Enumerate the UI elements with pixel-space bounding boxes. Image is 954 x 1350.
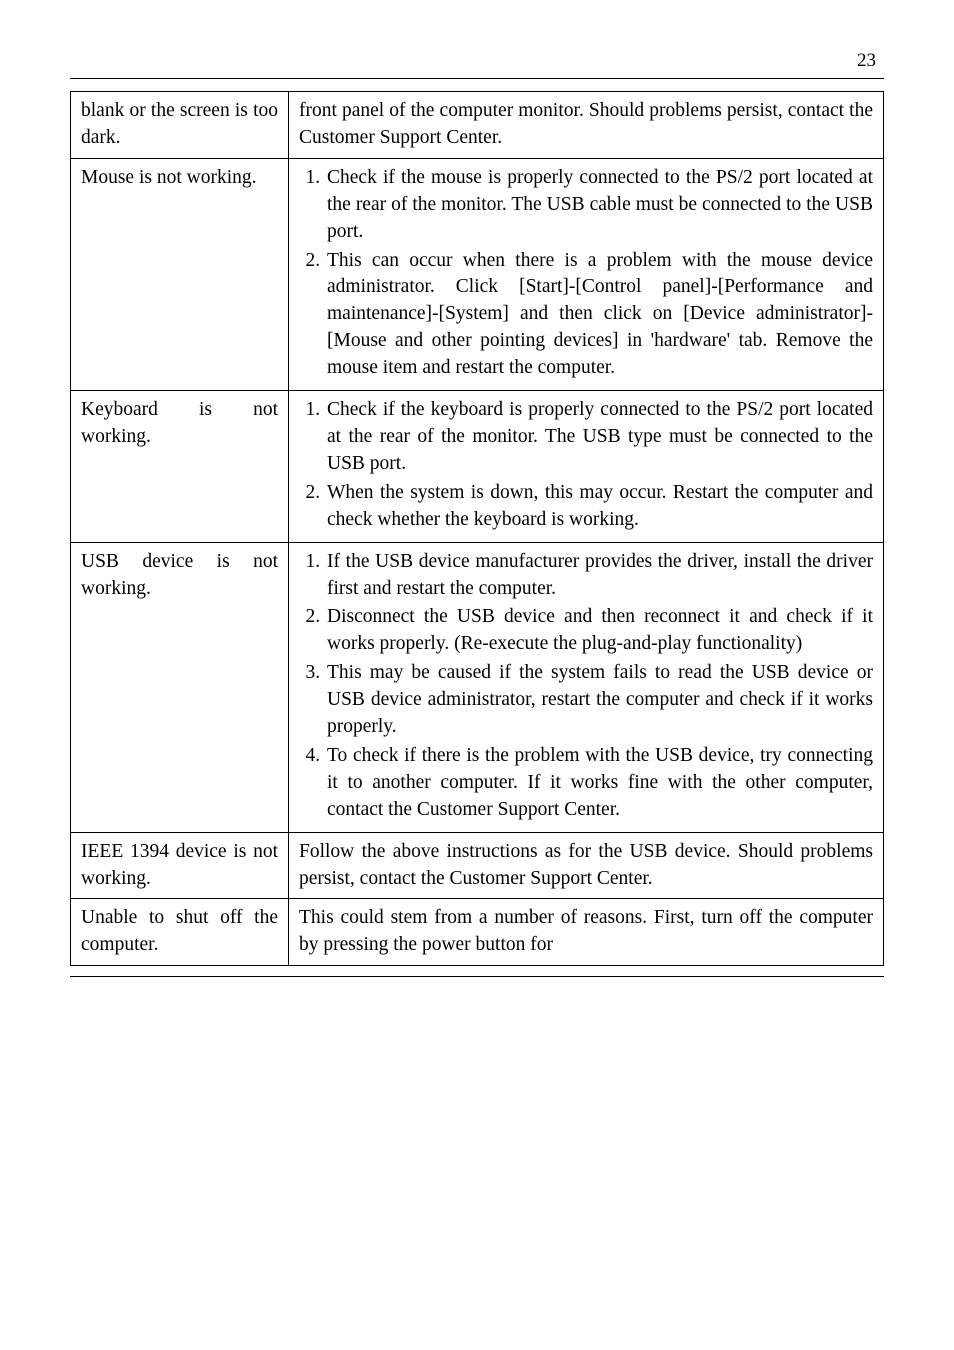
top-rule xyxy=(70,78,884,79)
table-row: Keyboard is not working. Check if the key… xyxy=(71,391,884,543)
solution-cell: Follow the above instructions as for the… xyxy=(289,832,884,899)
solution-list: If the USB device manufacturer provides … xyxy=(299,549,873,824)
list-item: This can occur when there is a problem w… xyxy=(325,248,873,383)
bottom-rule xyxy=(70,976,884,977)
solution-cell: Check if the keyboard is properly connec… xyxy=(289,391,884,543)
issue-cell: Keyboard is not working. xyxy=(71,391,289,543)
solution-cell: front panel of the computer monitor. Sho… xyxy=(289,92,884,159)
page: 23 blank or the screen is too dark.front… xyxy=(0,0,954,1350)
solution-list: Check if the keyboard is properly connec… xyxy=(299,397,873,534)
table-row: IEEE 1394 device is not working.Follow t… xyxy=(71,832,884,899)
table-row: Mouse is not working. Check if the mouse … xyxy=(71,158,884,390)
troubleshoot-table: blank or the screen is too dark.front pa… xyxy=(70,91,884,966)
table-row: Unable to shut off the computer.This cou… xyxy=(71,899,884,966)
solution-cell: If the USB device manufacturer provides … xyxy=(289,542,884,832)
issue-cell: IEEE 1394 device is not working. xyxy=(71,832,289,899)
solution-cell: This could stem from a number of reasons… xyxy=(289,899,884,966)
list-item: Check if the keyboard is properly connec… xyxy=(325,397,873,478)
list-item: When the system is down, this may occur.… xyxy=(325,480,873,534)
list-item: To check if there is the problem with th… xyxy=(325,743,873,824)
solution-cell: Check if the mouse is properly connected… xyxy=(289,158,884,390)
table-body: blank or the screen is too dark.front pa… xyxy=(71,92,884,966)
page-number: 23 xyxy=(70,50,884,72)
list-item: If the USB device manufacturer provides … xyxy=(325,549,873,603)
issue-cell: USB device is not working. xyxy=(71,542,289,832)
list-item: This may be caused if the system fails t… xyxy=(325,660,873,741)
table-row: blank or the screen is too dark.front pa… xyxy=(71,92,884,159)
table-row: USB device is not working. If the USB dev… xyxy=(71,542,884,832)
issue-cell: Unable to shut off the computer. xyxy=(71,899,289,966)
solution-list: Check if the mouse is properly connected… xyxy=(299,165,873,382)
list-item: Disconnect the USB device and then recon… xyxy=(325,604,873,658)
list-item: Check if the mouse is properly connected… xyxy=(325,165,873,246)
issue-cell: Mouse is not working. xyxy=(71,158,289,390)
issue-cell: blank or the screen is too dark. xyxy=(71,92,289,159)
